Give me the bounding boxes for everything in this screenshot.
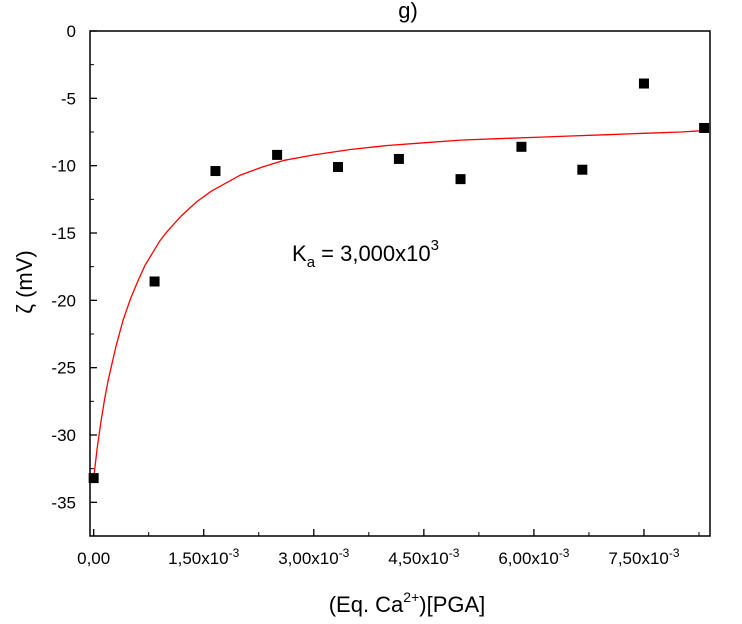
data-point-6 xyxy=(455,174,466,185)
x-tick-label-base-1: 1,50x10 xyxy=(168,549,229,568)
data-point-10 xyxy=(699,122,710,133)
x-tick-label-5: 7,50x10-3 xyxy=(608,546,679,568)
x-axis-label-tail: )[PGA] xyxy=(419,592,485,617)
x-tick-label-exp-3: -3 xyxy=(449,546,460,560)
x-axis-label-main: (Eq. Ca xyxy=(329,592,404,617)
data-point-8 xyxy=(577,164,588,175)
x-tick-label-base-3: 4,50x10 xyxy=(388,549,449,568)
x-tick-label-1: 1,50x10-3 xyxy=(168,546,239,568)
y-axis-label: ζ (mV) xyxy=(12,250,37,313)
x-tick-label-base-4: 6,00x10 xyxy=(498,549,559,568)
y-tick-label-5: -25 xyxy=(51,359,76,378)
x-tick-label-exp-2: -3 xyxy=(339,546,350,560)
y-tick-label-3: -15 xyxy=(51,224,76,243)
x-tick-label-exp-5: -3 xyxy=(669,546,680,560)
x-tick-label-base-2: 3,00x10 xyxy=(278,549,339,568)
x-tick-label-2: 3,00x10-3 xyxy=(278,546,349,568)
fit-curve xyxy=(93,130,703,479)
data-point-4 xyxy=(333,162,343,173)
y-tick-label-7: -35 xyxy=(51,493,76,512)
ka-annotation-base: K xyxy=(292,241,307,266)
data-point-9 xyxy=(638,78,649,89)
y-tick-label-6: -30 xyxy=(51,426,76,445)
x-tick-label-base-0: 0,00 xyxy=(77,549,110,568)
x-tick-label-3: 4,50x10-3 xyxy=(388,546,459,568)
y-tick-label-0: 0 xyxy=(67,22,76,41)
plot-frame xyxy=(89,30,711,537)
y-tick-label-4: -20 xyxy=(51,291,76,310)
x-axis: 0,00 1,50x10-3 3,00x10-3 4,50x10-3 6,00x10-3… xyxy=(77,529,700,568)
ka-annotation-mid: = 3,000x10 xyxy=(315,241,431,266)
data-point-2 xyxy=(210,166,221,177)
x-tick-label-exp-4: -3 xyxy=(559,546,570,560)
data-markers xyxy=(88,78,710,484)
x-axis-label-sup: 2+ xyxy=(403,589,419,605)
data-point-0 xyxy=(88,473,99,484)
data-point-3 xyxy=(272,149,283,160)
y-tick-label-2: -10 xyxy=(51,157,76,176)
y-tick-label-1: -5 xyxy=(61,89,76,108)
data-point-7 xyxy=(516,141,527,152)
y-axis: 0 -5 -10 -15 -20 -25 -30 -35 xyxy=(51,22,97,537)
x-tick-label-4: 6,00x10-3 xyxy=(498,546,569,568)
x-tick-label-0: 0,00 xyxy=(77,549,110,568)
ka-annotation-sub: a xyxy=(307,254,316,271)
x-tick-label-exp-1: -3 xyxy=(229,546,240,560)
ka-annotation-sup: 3 xyxy=(431,237,439,254)
chart-title: g) xyxy=(398,0,418,23)
data-point-1 xyxy=(149,276,160,287)
x-axis-label: (Eq. Ca2+)[PGA] xyxy=(329,589,486,617)
ka-annotation: Ka = 3,000x103 xyxy=(292,237,439,271)
x-tick-label-base-5: 7,50x10 xyxy=(608,549,669,568)
data-point-5 xyxy=(393,153,404,164)
